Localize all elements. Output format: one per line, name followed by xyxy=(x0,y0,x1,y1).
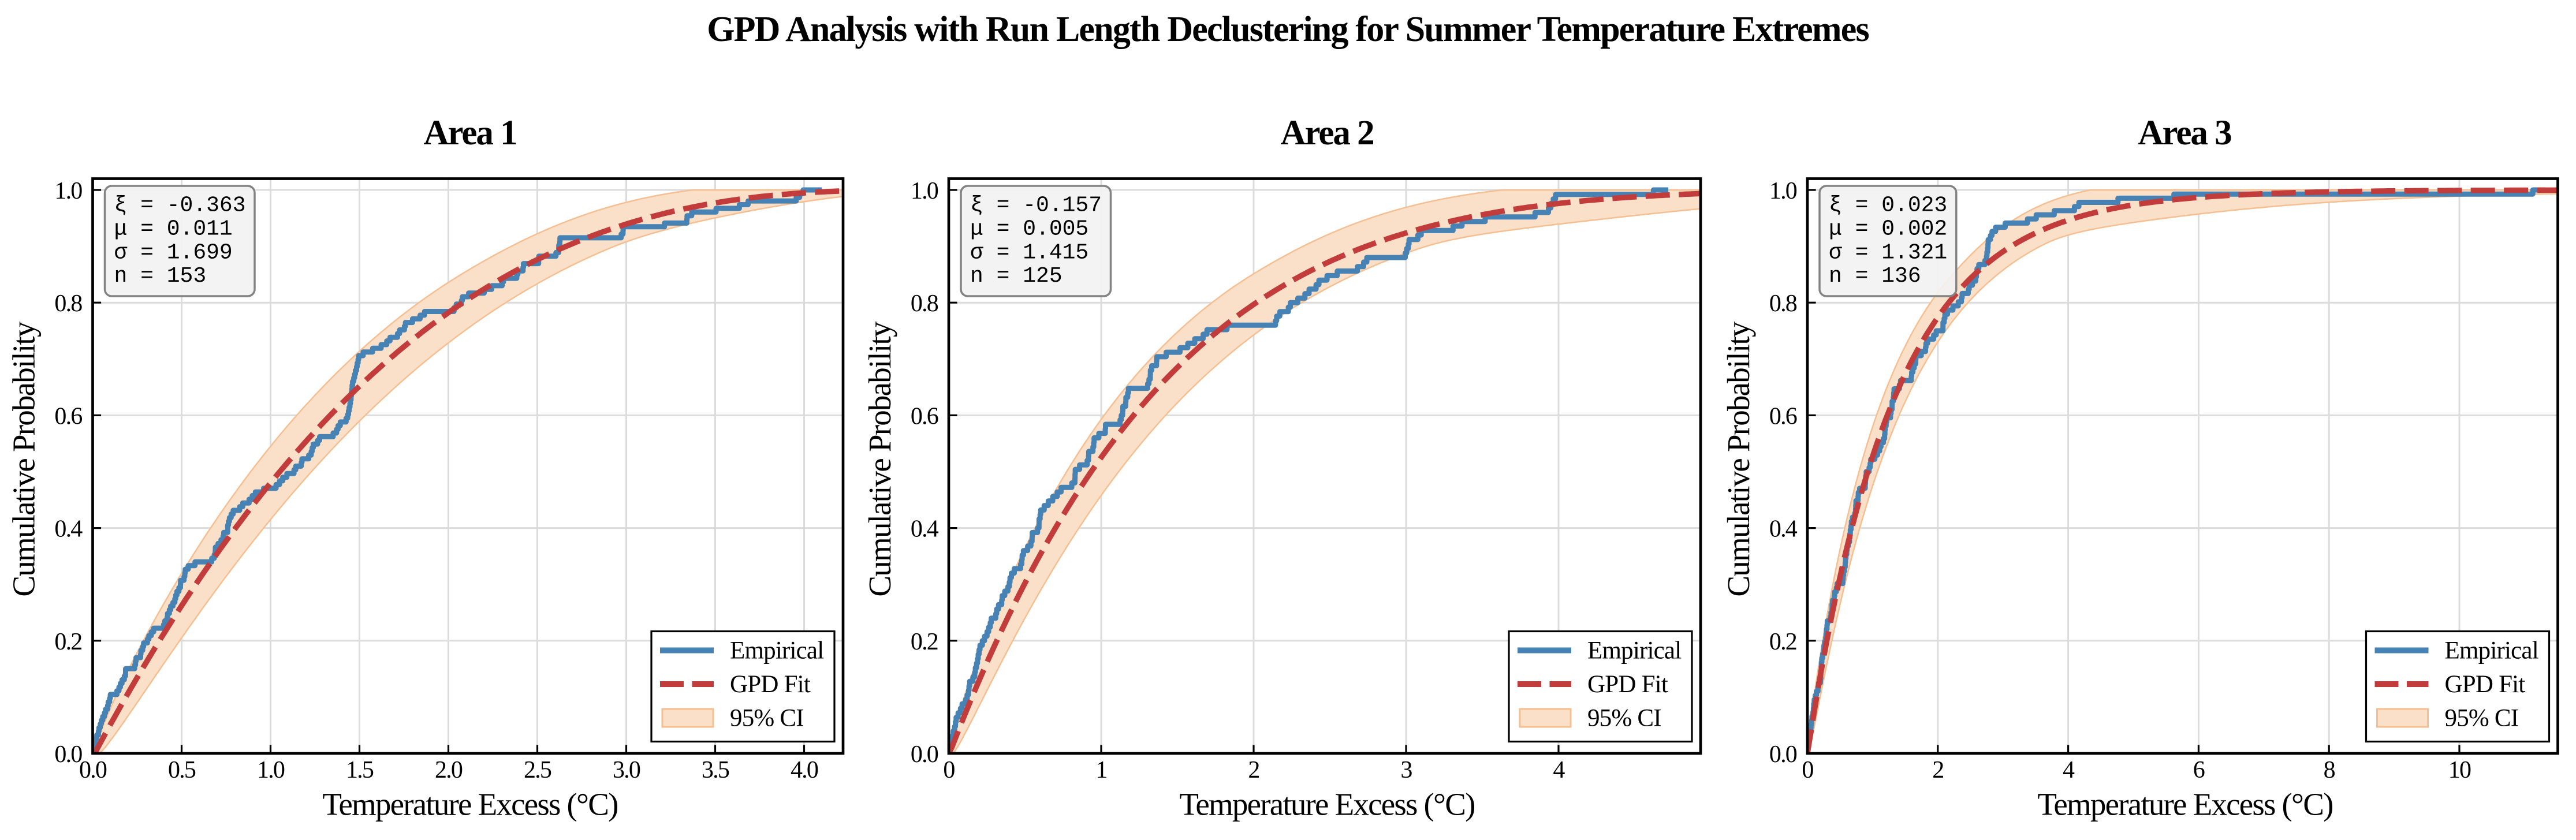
svg-text:GPD Fit: GPD Fit xyxy=(2445,671,2526,698)
svg-text:Empirical: Empirical xyxy=(1587,637,1682,664)
svg-text:0.0: 0.0 xyxy=(1769,741,1797,768)
svg-text:4: 4 xyxy=(2063,757,2075,783)
svg-text:1: 1 xyxy=(1095,757,1106,783)
svg-text:σ = 1.321: σ = 1.321 xyxy=(1829,240,1947,265)
svg-text:3.0: 3.0 xyxy=(613,757,640,783)
svg-text:Temperature Excess (°C): Temperature Excess (°C) xyxy=(1179,787,1474,822)
svg-text:Cumulative Probability: Cumulative Probability xyxy=(862,321,897,597)
svg-text:Temperature Excess (°C): Temperature Excess (°C) xyxy=(322,787,617,822)
svg-text:0.2: 0.2 xyxy=(911,629,938,655)
svg-text:ξ = -0.363: ξ = -0.363 xyxy=(114,193,246,218)
svg-text:95% CI: 95% CI xyxy=(1587,705,1661,732)
svg-text:0.6: 0.6 xyxy=(911,403,938,430)
svg-text:0.8: 0.8 xyxy=(54,290,82,317)
svg-text:μ = 0.005: μ = 0.005 xyxy=(970,217,1088,242)
svg-text:8: 8 xyxy=(2324,757,2335,783)
svg-text:2: 2 xyxy=(1932,757,1943,783)
svg-text:2.5: 2.5 xyxy=(524,757,551,783)
svg-text:GPD Fit: GPD Fit xyxy=(1587,671,1668,698)
svg-text:0.8: 0.8 xyxy=(1769,290,1797,317)
svg-text:4.0: 4.0 xyxy=(791,757,818,783)
svg-text:0.8: 0.8 xyxy=(911,290,938,317)
svg-text:3.5: 3.5 xyxy=(702,757,729,783)
svg-text:n = 125: n = 125 xyxy=(970,264,1063,289)
svg-text:6: 6 xyxy=(2193,757,2205,783)
svg-text:Area 3: Area 3 xyxy=(2138,114,2231,152)
svg-text:0.0: 0.0 xyxy=(79,757,107,783)
svg-text:0.0: 0.0 xyxy=(911,741,938,768)
svg-text:0.2: 0.2 xyxy=(1769,629,1796,655)
svg-text:GPD Analysis with Run Length D: GPD Analysis with Run Length Declusterin… xyxy=(707,10,1869,49)
svg-text:1.0: 1.0 xyxy=(54,178,82,204)
svg-text:Empirical: Empirical xyxy=(2445,637,2539,664)
svg-text:n = 153: n = 153 xyxy=(114,264,207,289)
svg-text:ξ = -0.157: ξ = -0.157 xyxy=(970,193,1102,218)
svg-text:Cumulative Probability: Cumulative Probability xyxy=(6,321,42,597)
svg-text:σ = 1.415: σ = 1.415 xyxy=(970,240,1088,265)
svg-text:1.5: 1.5 xyxy=(346,757,374,783)
svg-text:1.0: 1.0 xyxy=(257,757,285,783)
svg-text:Area 2: Area 2 xyxy=(1280,114,1373,152)
svg-text:95% CI: 95% CI xyxy=(730,705,804,732)
svg-text:10: 10 xyxy=(2448,757,2471,783)
svg-text:μ = 0.002: μ = 0.002 xyxy=(1829,217,1947,242)
svg-text:0.4: 0.4 xyxy=(911,516,939,543)
svg-text:n = 136: n = 136 xyxy=(1829,264,1921,289)
svg-text:1.0: 1.0 xyxy=(911,178,938,204)
svg-text:3: 3 xyxy=(1400,757,1412,783)
svg-text:2: 2 xyxy=(1248,757,1259,783)
svg-text:0: 0 xyxy=(1802,757,1813,783)
svg-text:GPD Fit: GPD Fit xyxy=(730,671,811,698)
svg-text:0.0: 0.0 xyxy=(54,741,82,768)
svg-text:0.6: 0.6 xyxy=(54,403,82,430)
svg-text:Area 1: Area 1 xyxy=(423,114,516,152)
svg-text:0.5: 0.5 xyxy=(168,757,196,783)
svg-text:0.6: 0.6 xyxy=(1769,403,1797,430)
svg-text:0: 0 xyxy=(943,757,955,783)
svg-text:0.4: 0.4 xyxy=(54,516,83,543)
svg-text:2.0: 2.0 xyxy=(435,757,463,783)
svg-text:95% CI: 95% CI xyxy=(2445,705,2519,732)
svg-text:μ = 0.011: μ = 0.011 xyxy=(114,217,233,242)
svg-text:4: 4 xyxy=(1553,757,1565,783)
svg-text:0.4: 0.4 xyxy=(1769,516,1798,543)
svg-text:Cumulative Probability: Cumulative Probability xyxy=(1721,321,1756,597)
svg-text:1.0: 1.0 xyxy=(1769,178,1797,204)
svg-text:Empirical: Empirical xyxy=(730,637,824,664)
svg-text:σ = 1.699: σ = 1.699 xyxy=(114,240,233,265)
svg-text:Temperature Excess (°C): Temperature Excess (°C) xyxy=(2037,787,2332,822)
svg-text:ξ = 0.023: ξ = 0.023 xyxy=(1829,193,1947,218)
svg-text:0.2: 0.2 xyxy=(54,629,81,655)
